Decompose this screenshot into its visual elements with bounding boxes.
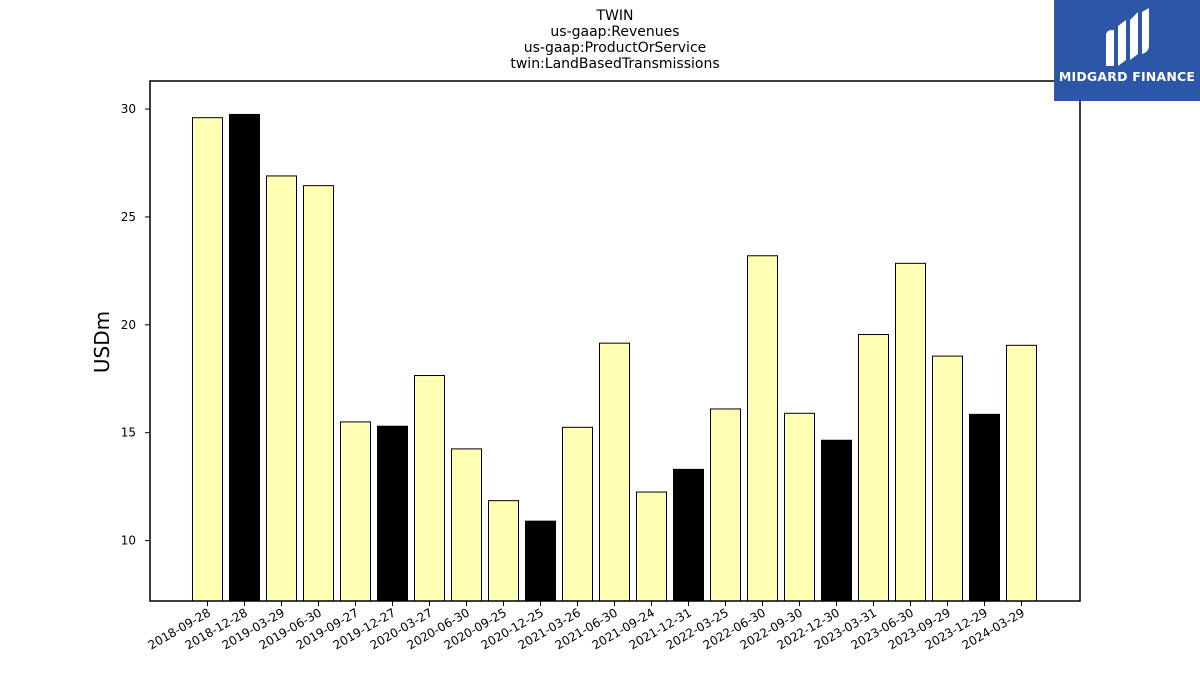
y-axis: 10 15 20 25 30 [121,102,150,548]
bar-2019-06-30 [303,185,334,602]
chart-title-line-4: twin:LandBasedTransmissions [510,56,720,72]
y-axis-label: USDm [90,311,114,373]
bar-2018-12-28 [229,113,260,602]
logo-text: MIDGARD FINANCE [1058,69,1196,84]
bar-2023-09-29 [932,355,963,602]
bar-2020-12-25 [525,520,556,602]
midgard-m-logo-icon [1106,8,1149,66]
bar-2022-12-30 [821,439,852,602]
bar-2018-09-28 [192,117,223,602]
y-tick-label: 15 [121,426,136,440]
chart-title-line-1: TWIN [596,8,634,24]
bar-2023-03-31 [858,334,889,602]
bar-2019-09-27 [340,421,371,602]
bar-2019-12-27 [377,425,408,602]
bar-2024-03-29 [1006,344,1037,602]
bar-2023-06-30 [895,262,926,602]
y-tick-label: 10 [121,534,136,548]
bar-2021-03-26 [562,426,593,602]
x-axis: 2018-09-282018-12-282019-03-292019-06-30… [146,601,1027,652]
bar-2022-06-30 [747,255,778,602]
bar-2023-12-29 [969,413,1000,602]
bar-2020-06-30 [451,448,482,602]
y-tick-label: 30 [121,102,136,116]
chart-title-line-2: us-gaap:Revenues [550,24,680,40]
bar-2019-03-29 [266,175,297,602]
y-tick-label: 25 [121,210,136,224]
bar-2021-09-24 [636,491,667,602]
bar-2021-06-30 [599,342,630,602]
midgard-finance-logo: MIDGARD FINANCE [1054,0,1200,101]
bar-2020-03-27 [414,375,445,602]
bar-2021-12-31 [673,468,704,602]
chart-title-line-3: us-gaap:ProductOrService [523,40,707,56]
y-tick-label: 20 [121,318,136,332]
bars-group [192,113,1037,602]
bar-2022-03-25 [710,408,741,602]
bar-2022-09-30 [784,412,815,602]
bar-2020-09-25 [488,500,519,602]
